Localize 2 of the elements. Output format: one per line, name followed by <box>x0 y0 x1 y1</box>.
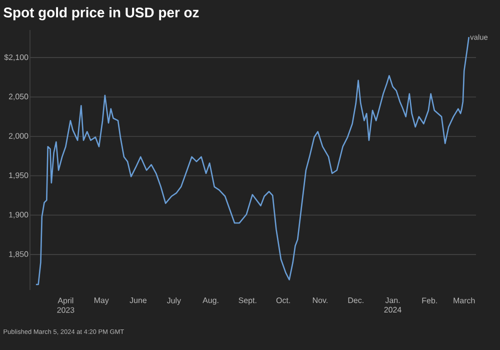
chart-title: Spot gold price in USD per oz <box>4 7 199 20</box>
line-series <box>35 36 470 286</box>
